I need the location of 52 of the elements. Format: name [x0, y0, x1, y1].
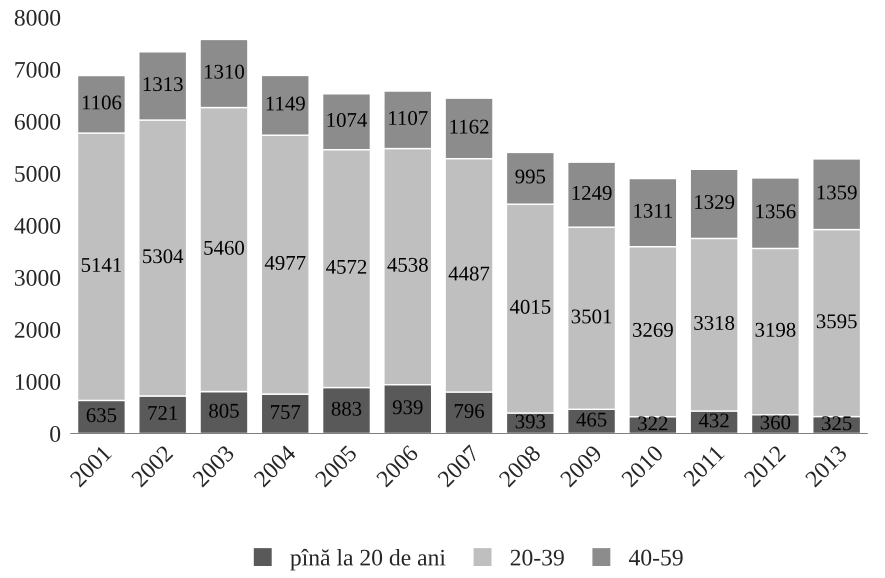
data-label: 939: [392, 400, 423, 414]
data-label: 325: [822, 416, 852, 430]
data-label: 432: [698, 413, 729, 428]
data-label: 4572: [326, 260, 366, 274]
data-label: 322: [638, 416, 668, 430]
legend-label: pînă la 20 de ani: [290, 548, 446, 570]
data-label: 393: [516, 414, 546, 428]
y-tick-label: 0: [50, 426, 60, 442]
data-label: 360: [760, 415, 790, 430]
y-tick-label: 3000: [14, 270, 60, 286]
data-label: 635: [86, 408, 116, 422]
data-label: 4487: [448, 266, 490, 281]
data-label: 3198: [756, 322, 796, 337]
y-tick-label: 5000: [15, 166, 60, 182]
data-label: 3318: [694, 316, 734, 330]
data-label: 995: [515, 170, 546, 184]
data-label: 1106: [82, 95, 122, 110]
data-label: 3595: [816, 314, 857, 328]
data-label: 5141: [82, 258, 122, 272]
data-label: 1310: [204, 64, 244, 79]
data-label: 3269: [633, 322, 673, 337]
data-label: 883: [332, 402, 362, 416]
data-label: 5460: [204, 240, 244, 255]
data-label: 1313: [144, 77, 183, 92]
data-label: 5304: [143, 249, 184, 264]
data-label: 1074: [328, 112, 368, 128]
data-label: 1107: [389, 110, 428, 126]
legend-label: 40-59: [628, 550, 683, 566]
data-label: 465: [576, 412, 606, 427]
data-label: 3501: [572, 309, 612, 324]
data-label: 721: [148, 406, 178, 420]
data-label: 4015: [510, 300, 550, 314]
data-label: 757: [270, 405, 300, 420]
data-label: 4977: [264, 256, 306, 270]
y-tick-label: 2000: [14, 322, 60, 338]
y-tick-label: 4000: [14, 218, 60, 234]
y-tick-label: 1000: [16, 374, 60, 390]
y-tick-label: 6000: [14, 114, 60, 130]
x-tick-label: 2011: [682, 444, 725, 488]
data-label: 1356: [756, 204, 796, 218]
y-tick-label: 7000: [15, 62, 60, 78]
data-label: 1162: [450, 120, 488, 134]
data-label: 4538: [387, 258, 428, 272]
data-label: 796: [454, 404, 484, 418]
data-label: 1329: [695, 195, 734, 210]
legend-label: 20-39: [510, 550, 564, 566]
data-label: 1149: [266, 96, 305, 111]
y-tick-label: 8000: [14, 10, 60, 26]
data-label: 805: [209, 404, 239, 418]
data-label: 1249: [572, 186, 612, 200]
data-label: 1311: [634, 204, 672, 218]
data-label: 1359: [818, 185, 857, 200]
